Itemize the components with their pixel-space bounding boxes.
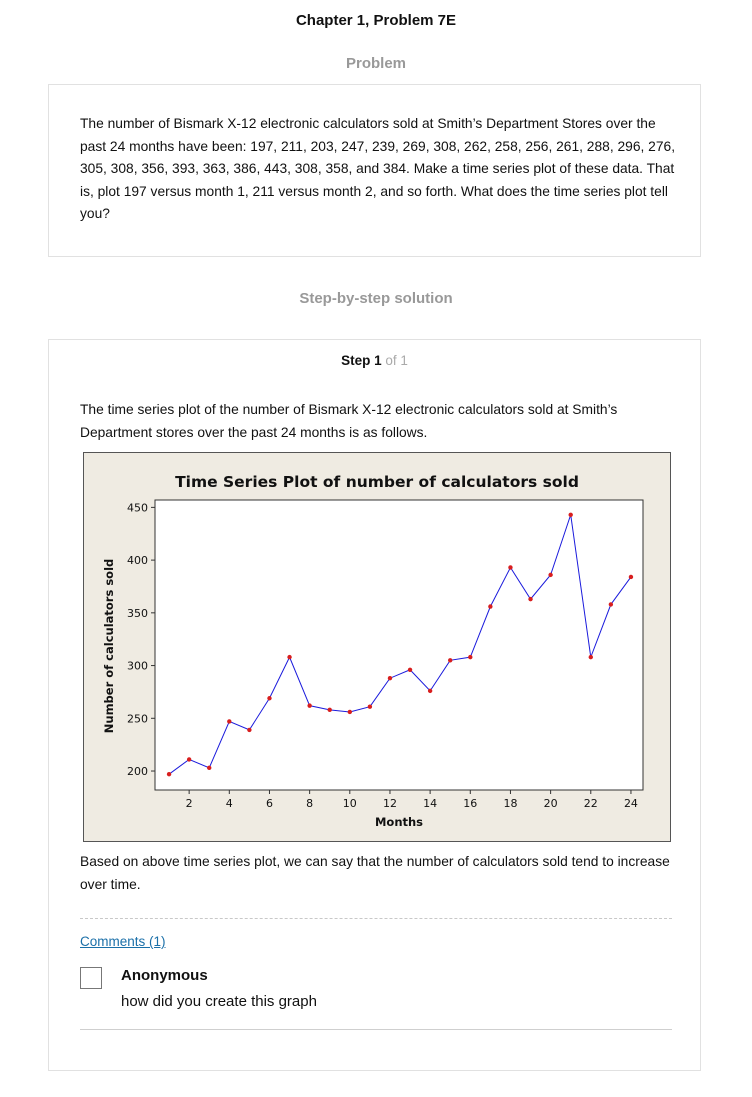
divider <box>80 1029 672 1030</box>
time-series-chart: Time Series Plot of number of calculator… <box>83 452 671 842</box>
data-point <box>407 667 413 672</box>
data-point <box>227 719 232 724</box>
data-point <box>387 676 393 681</box>
x-tick-label: 18 <box>503 797 517 810</box>
x-tick-label: 4 <box>226 797 233 810</box>
step-indicator: Step 1 of 1 <box>49 353 700 368</box>
series-line <box>168 514 632 775</box>
problem-text: The number of Bismark X-12 electronic ca… <box>80 116 676 221</box>
x-tick-label: 10 <box>343 797 357 810</box>
x-tick-label: 2 <box>186 797 193 810</box>
solution-card: Step 1 of 1 The time series plot of the … <box>48 339 701 1071</box>
data-point <box>287 654 292 660</box>
data-point <box>347 709 352 715</box>
y-axis-label: Number of calculators sold <box>102 559 116 733</box>
data-point <box>588 654 593 660</box>
conclusion-text: Based on above time series plot, we can … <box>80 854 670 892</box>
comment-checkbox[interactable] <box>80 967 102 989</box>
data-point <box>508 565 513 570</box>
data-point <box>327 707 332 713</box>
step-count: of 1 <box>385 353 408 368</box>
problem-heading: Problem <box>345 55 406 72</box>
problem-card: The number of Bismark X-12 electronic ca… <box>48 84 701 257</box>
comment-body: how did you create this graph <box>121 993 317 1010</box>
x-tick-label: 22 <box>584 797 598 810</box>
data-point <box>186 757 192 762</box>
y-tick-label: 300 <box>127 660 148 673</box>
x-tick-label: 20 <box>544 797 558 810</box>
comments-link[interactable]: Comments (1) <box>80 934 166 949</box>
x-axis-label: Months <box>375 815 423 829</box>
data-point <box>267 696 272 701</box>
solution-heading: Step-by-step solution <box>299 290 453 307</box>
data-point <box>166 771 172 777</box>
data-point <box>628 574 634 580</box>
data-point <box>468 654 473 660</box>
data-point <box>367 704 373 709</box>
y-tick-label: 350 <box>127 607 148 620</box>
comment-author: Anonymous <box>121 967 208 984</box>
data-point <box>568 512 573 517</box>
data-point <box>307 703 312 708</box>
data-point <box>528 596 533 602</box>
data-point <box>548 572 553 578</box>
divider <box>80 918 672 919</box>
intro-text: The time series plot of the number of Bi… <box>80 402 618 440</box>
x-tick-label: 12 <box>383 797 397 810</box>
data-point <box>207 765 212 771</box>
data-point <box>247 727 252 733</box>
x-tick-label: 6 <box>266 797 273 810</box>
data-point <box>608 602 614 607</box>
data-point <box>427 688 433 694</box>
step-label: Step 1 <box>341 353 382 368</box>
data-point <box>448 658 453 663</box>
x-tick-label: 8 <box>306 797 313 810</box>
data-point <box>488 604 493 609</box>
chart-canvas: Time Series Plot of number of calculator… <box>102 473 644 829</box>
chart-title: Time Series Plot of number of calculator… <box>175 473 579 491</box>
x-tick-label: 24 <box>624 797 638 810</box>
page-title: Chapter 1, Problem 7E <box>295 12 457 29</box>
x-tick-label: 14 <box>423 797 437 810</box>
y-tick-label: 400 <box>127 554 148 567</box>
y-tick-label: 200 <box>127 765 148 778</box>
y-tick-label: 250 <box>127 712 148 725</box>
y-tick-label: 450 <box>127 501 148 514</box>
plot-area <box>154 499 644 791</box>
x-tick-label: 16 <box>463 797 477 810</box>
